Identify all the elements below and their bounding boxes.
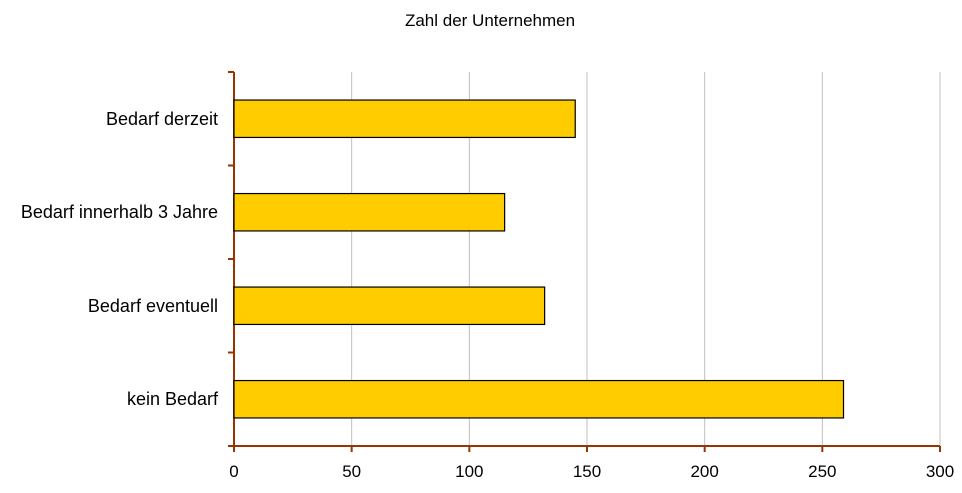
chart-title: Zahl der Unternehmen: [405, 11, 575, 30]
x-tick-label: 250: [808, 462, 836, 481]
y-tick-label-box: Bedarf derzeit: [0, 72, 218, 166]
bar: [233, 286, 546, 326]
bar: [233, 379, 845, 419]
bar: [233, 192, 506, 232]
x-tick-label: 150: [573, 462, 601, 481]
y-tick-label: kein Bedarf: [126, 389, 218, 410]
y-tick-label-box: Bedarf eventuell: [0, 259, 218, 353]
x-tick-label: 200: [690, 462, 718, 481]
y-tick-label-box: kein Bedarf: [0, 353, 218, 447]
y-tick-label: Bedarf derzeit: [105, 108, 218, 129]
y-tick-label: Bedarf eventuell: [87, 295, 218, 316]
x-tick-label: 100: [455, 462, 483, 481]
x-tick-label: 0: [229, 462, 238, 481]
y-tick-label-box: Bedarf innerhalb 3 Jahre: [0, 166, 218, 260]
bar: [233, 99, 576, 139]
y-tick-label: Bedarf innerhalb 3 Jahre: [20, 202, 218, 223]
x-tick-label: 50: [342, 462, 361, 481]
x-tick-label: 300: [926, 462, 954, 481]
